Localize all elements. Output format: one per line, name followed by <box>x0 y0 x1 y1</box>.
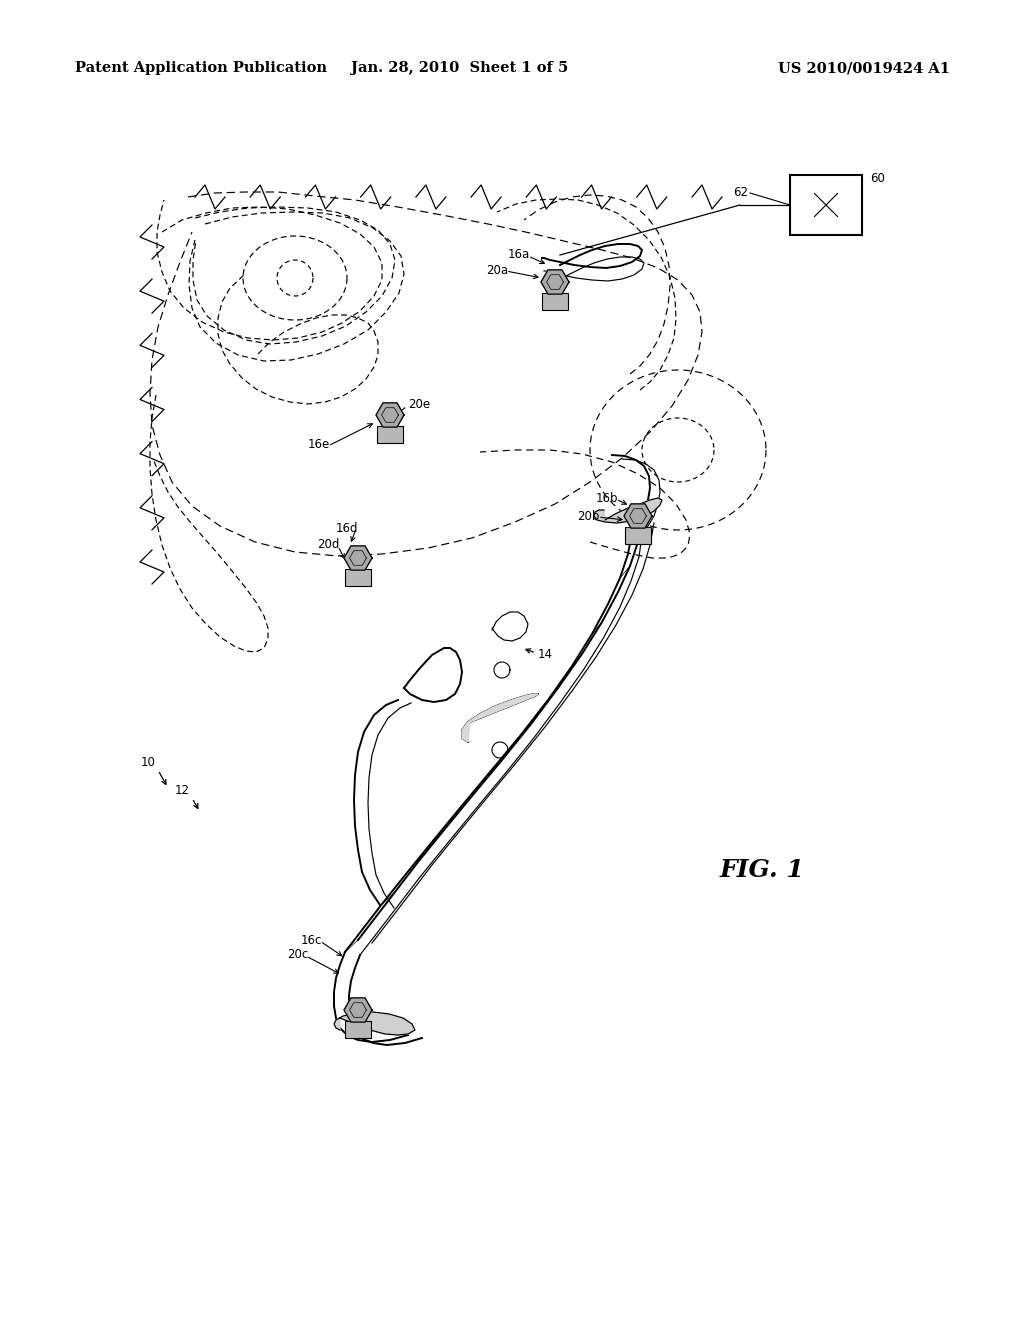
Polygon shape <box>376 403 404 428</box>
Polygon shape <box>594 498 662 523</box>
Polygon shape <box>541 269 569 294</box>
Text: 16a: 16a <box>508 248 530 261</box>
Polygon shape <box>344 998 372 1022</box>
Text: 20d: 20d <box>317 539 340 552</box>
Text: FIG. 1: FIG. 1 <box>720 858 805 882</box>
Text: 12: 12 <box>174 784 189 796</box>
Text: 14: 14 <box>538 648 553 661</box>
Polygon shape <box>334 1012 415 1035</box>
Text: 62: 62 <box>733 186 748 199</box>
Text: 20c: 20c <box>287 949 308 961</box>
Polygon shape <box>462 694 538 742</box>
Text: 20e: 20e <box>408 399 430 412</box>
Bar <box>543 293 567 310</box>
Text: 16b: 16b <box>596 491 618 504</box>
Text: 20a: 20a <box>485 264 508 276</box>
Text: Patent Application Publication: Patent Application Publication <box>75 61 327 75</box>
Bar <box>345 1022 371 1038</box>
Text: 16c: 16c <box>301 933 322 946</box>
Polygon shape <box>344 546 372 570</box>
Text: Jan. 28, 2010  Sheet 1 of 5: Jan. 28, 2010 Sheet 1 of 5 <box>351 61 568 75</box>
Bar <box>345 569 371 586</box>
Polygon shape <box>624 504 652 528</box>
Bar <box>790 176 862 235</box>
Text: US 2010/0019424 A1: US 2010/0019424 A1 <box>778 61 950 75</box>
Text: 20b: 20b <box>578 510 600 523</box>
Text: 16d: 16d <box>336 521 358 535</box>
Text: 10: 10 <box>140 755 156 768</box>
Text: 16e: 16e <box>308 438 330 451</box>
Text: 60: 60 <box>870 172 885 185</box>
Bar <box>626 527 650 544</box>
Bar <box>378 426 402 444</box>
